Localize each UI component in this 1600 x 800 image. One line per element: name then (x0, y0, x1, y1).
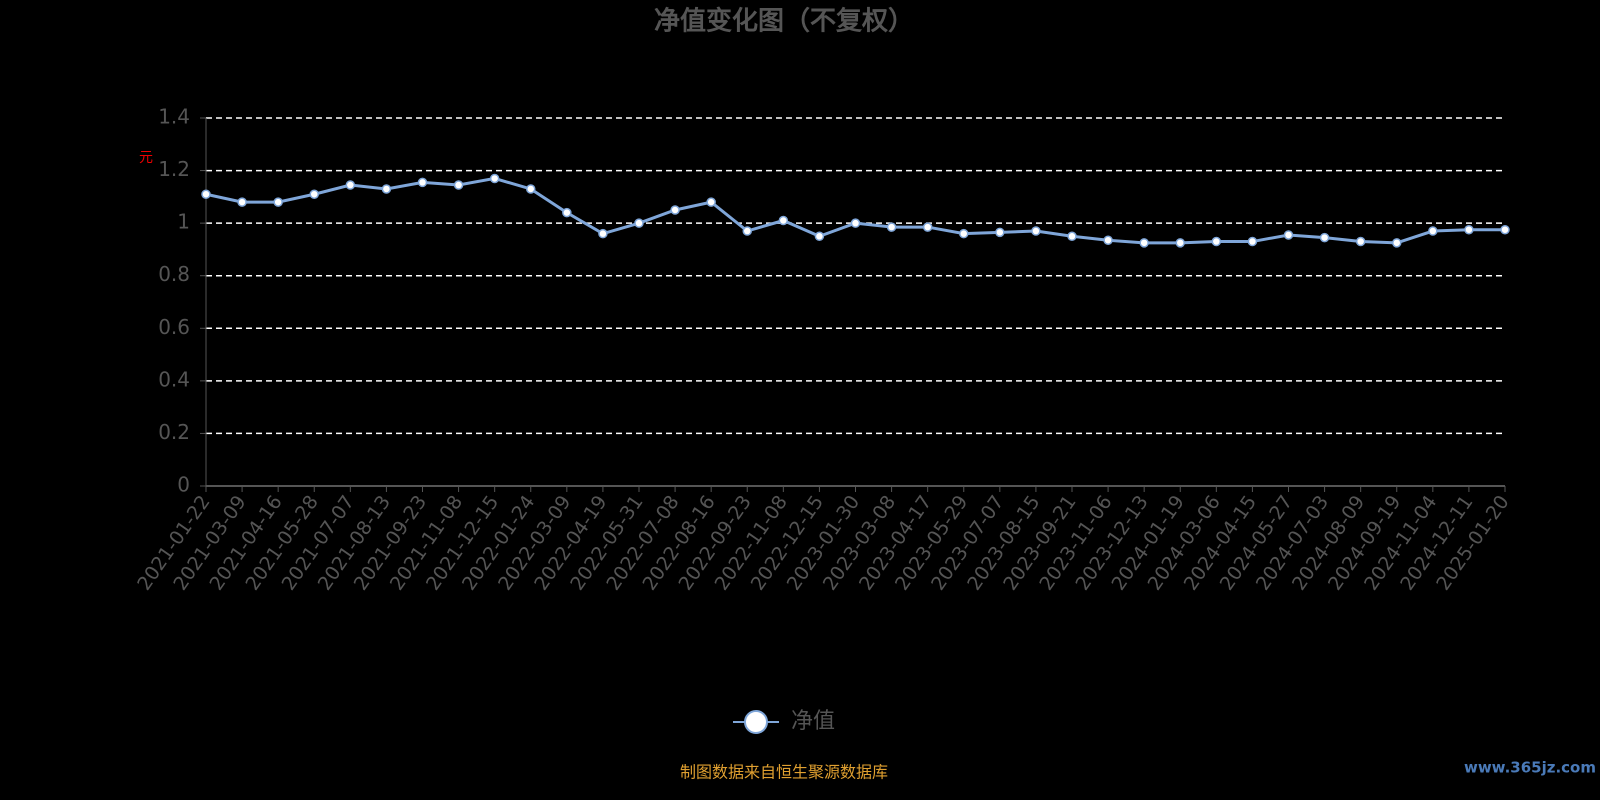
point-marker (850, 218, 861, 228)
y-tick-label: 0.4 (158, 367, 190, 391)
point-marker (1500, 224, 1510, 235)
point-marker (489, 173, 500, 184)
y-tick-label: 0.8 (158, 262, 190, 286)
series-line (205, 176, 1505, 245)
legend-marker (744, 710, 768, 734)
y-tick-label: 1.4 (158, 105, 190, 129)
point-marker (345, 180, 356, 190)
point-marker (1319, 232, 1330, 243)
y-tick-label: 1 (177, 210, 190, 234)
point-marker (1211, 236, 1222, 247)
source-note: 制图数据来自恒生聚源数据库 (680, 763, 888, 782)
point-marker (562, 207, 572, 218)
y-axis-label: 元 (139, 150, 153, 166)
point-marker (273, 197, 283, 207)
point-marker (598, 228, 608, 239)
point-marker (886, 222, 897, 232)
point-marker (1428, 226, 1438, 236)
point-marker (1067, 231, 1077, 242)
point-marker (201, 189, 211, 199)
point-marker (1175, 238, 1185, 248)
point-marker (526, 184, 536, 194)
point-marker (1464, 224, 1474, 235)
point-marker (1283, 230, 1294, 240)
y-tick-label: 0.2 (158, 420, 190, 444)
y-tick-label: 1.2 (158, 157, 190, 181)
y-tick-label: 0 (177, 473, 190, 497)
point-marker (453, 180, 464, 190)
point-marker (778, 215, 789, 226)
y-tick-label: 0.6 (158, 315, 190, 339)
point-marker (670, 205, 680, 215)
point-marker (1103, 235, 1113, 245)
point-marker (814, 231, 825, 242)
point-marker (959, 228, 969, 239)
point-marker (237, 197, 247, 207)
legend-item: 净值 (733, 709, 835, 734)
point-marker (742, 226, 752, 236)
point-marker (706, 197, 716, 207)
point-marker (381, 184, 392, 194)
point-marker (634, 218, 644, 228)
point-marker (1392, 238, 1402, 248)
legend-label: 净值 (791, 709, 835, 734)
point-marker (1355, 236, 1366, 247)
chart-title: 净值变化图（不复权） (654, 6, 914, 37)
point-marker (417, 177, 428, 188)
point-marker (309, 189, 319, 199)
point-marker (1139, 238, 1149, 248)
point-marker (922, 222, 933, 232)
point-marker (1247, 236, 1258, 247)
watermark: www.365jz.com (1464, 759, 1596, 777)
point-marker (995, 227, 1005, 238)
point-marker (1031, 226, 1041, 236)
